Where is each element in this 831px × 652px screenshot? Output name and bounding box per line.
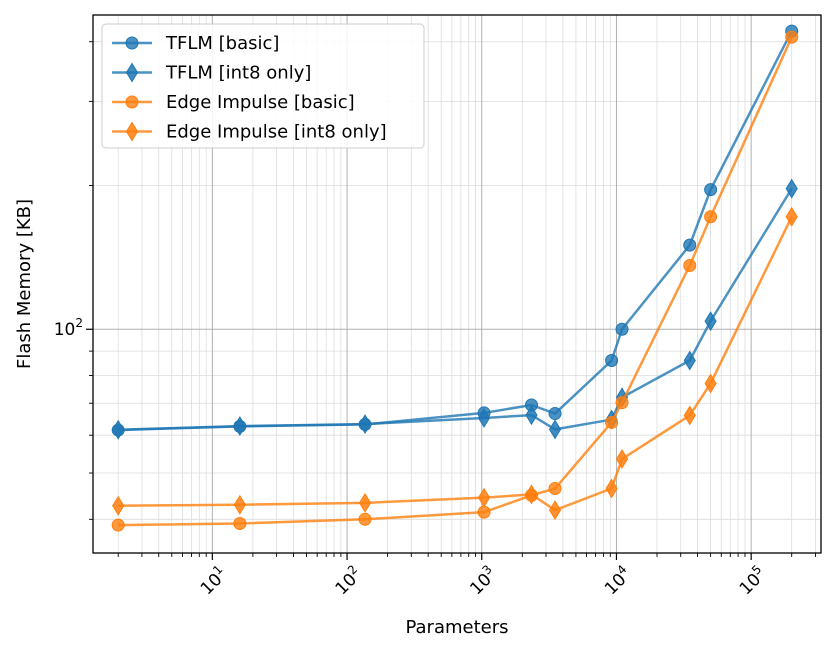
data-point — [683, 238, 697, 252]
data-point — [548, 419, 562, 440]
legend-label: Edge Impulse [int8 only] — [166, 122, 387, 143]
data-point — [358, 492, 372, 513]
data-point — [548, 500, 562, 521]
data-point — [615, 396, 629, 410]
data-point — [358, 512, 372, 526]
data-point — [112, 495, 125, 516]
data-point — [358, 414, 372, 435]
data-point — [548, 407, 562, 421]
data-point — [683, 405, 696, 426]
data-point — [704, 311, 717, 332]
data-point — [785, 206, 798, 227]
y-tick-label: 102 — [54, 316, 83, 340]
legend-label: Edge Impulse [basic] — [166, 92, 355, 113]
plot-frame — [92, 14, 822, 554]
data-point — [704, 183, 718, 197]
x-tick-label: 105 — [734, 562, 771, 599]
y-tick-labels: 102 — [54, 316, 83, 340]
data-point — [548, 482, 562, 496]
data-point — [683, 258, 697, 272]
data-point — [477, 487, 491, 508]
data-point — [785, 30, 799, 44]
y-tick-exponent: 2 — [75, 316, 83, 330]
axis-ticks — [86, 41, 816, 560]
series-1 — [112, 178, 798, 440]
legend-marker — [125, 95, 139, 109]
data-point — [605, 415, 619, 429]
data-point — [615, 322, 629, 336]
x-tick-label: 104 — [599, 562, 636, 599]
series-3 — [112, 206, 798, 521]
legend-entry: TFLM [basic] — [112, 33, 279, 54]
data-point — [605, 478, 618, 499]
data-point — [785, 178, 798, 199]
data-point — [605, 354, 619, 368]
legend-entry: TFLM [int8 only] — [112, 63, 311, 84]
legend-box — [101, 23, 425, 149]
data-point — [525, 484, 538, 505]
legend-entry: Edge Impulse [int8 only] — [112, 122, 387, 143]
x-tick-label: 101 — [195, 562, 232, 599]
legend: TFLM [basic] TFLM [int8 only] Edge Impulse… — [101, 23, 425, 149]
x-tick-labels: 101 102 103 104 105 — [195, 562, 771, 599]
data-point — [233, 516, 247, 530]
data-point — [111, 518, 125, 532]
data-point — [112, 419, 125, 440]
x-tick-label: 103 — [464, 562, 501, 599]
legend-entry: Edge Impulse [basic] — [112, 92, 355, 113]
x-axis-label: Parameters — [405, 617, 508, 638]
data-point — [704, 373, 717, 394]
series-line — [118, 187, 793, 431]
series-layer — [111, 24, 799, 532]
legend-marker — [125, 36, 139, 50]
y-tick-base: 10 — [54, 320, 76, 340]
data-point — [233, 416, 246, 437]
data-point — [233, 494, 246, 515]
data-point — [525, 405, 538, 426]
legend-marker — [125, 121, 139, 142]
data-point — [477, 505, 491, 519]
x-tick-label: 102 — [330, 562, 367, 599]
data-point — [615, 449, 629, 469]
data-point — [704, 210, 718, 224]
data-point — [683, 350, 696, 371]
y-axis-label: Flash Memory [KB] — [14, 199, 35, 369]
legend-label: TFLM [int8 only] — [165, 63, 311, 84]
series-2 — [111, 30, 799, 532]
data-point — [477, 407, 491, 428]
legend-label: TFLM [basic] — [165, 33, 279, 54]
legend-marker — [125, 62, 139, 83]
